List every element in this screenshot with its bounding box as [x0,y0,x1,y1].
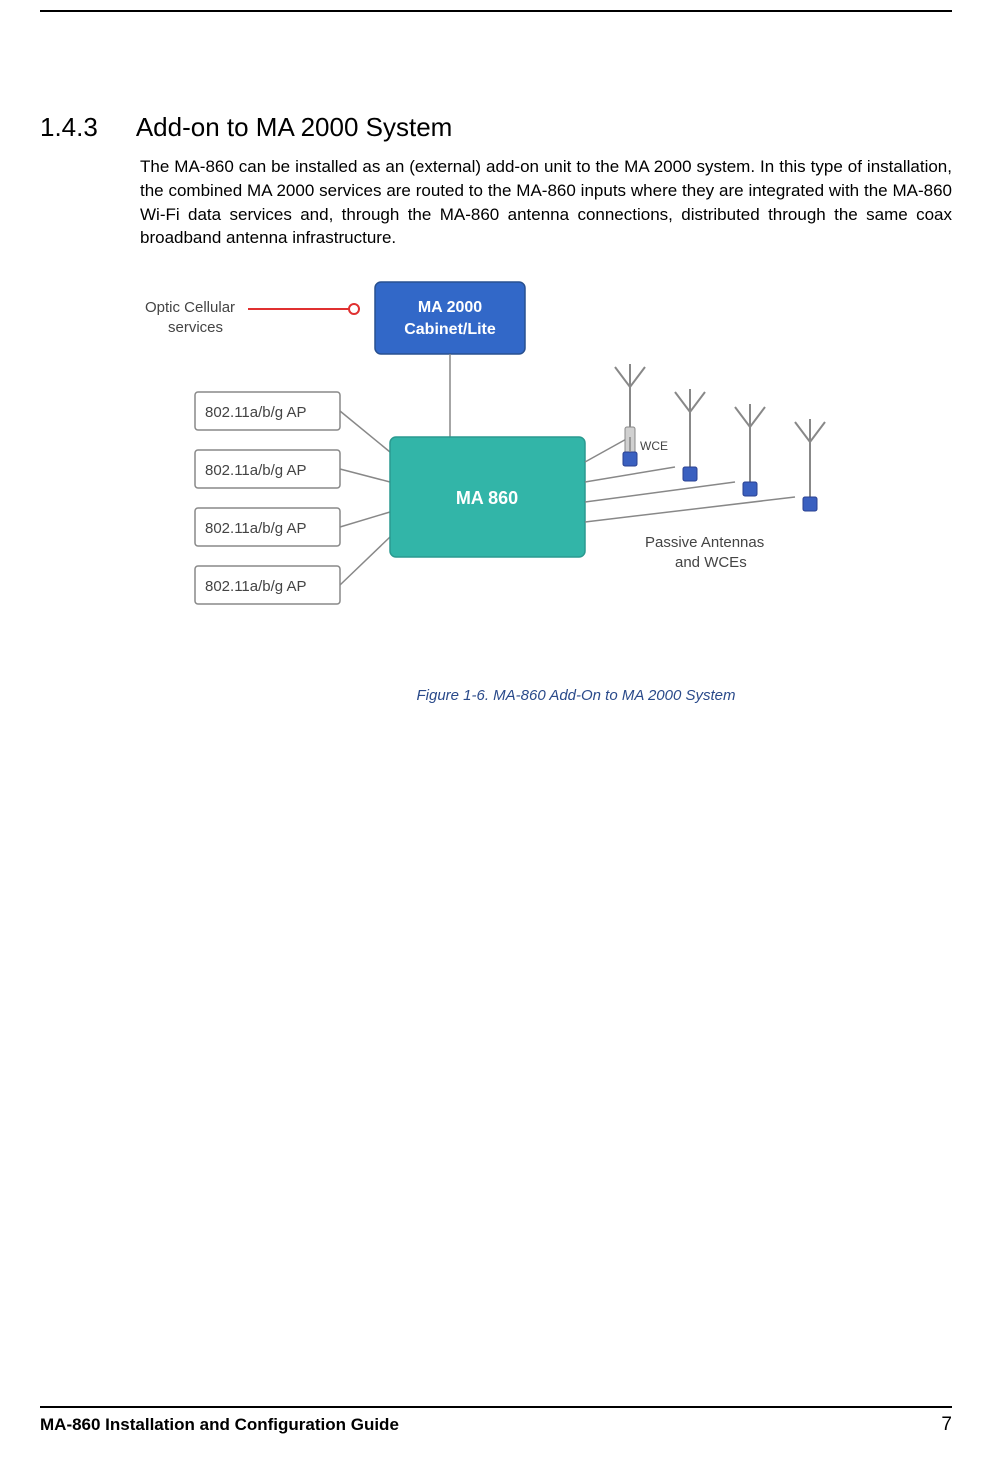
ma860-label: MA 860 [456,488,518,508]
optic-label-1: Optic Cellular [145,299,235,316]
figure-caption: Figure 1-6. MA-860 Add-On to MA 2000 Sys… [200,687,952,704]
cabinet-line1: MA 2000 [418,299,482,316]
header-rule: Introduction to the MA-860 System [40,10,952,12]
antenna-label-1: Passive Antennas [645,534,764,551]
optic-label-2: services [168,319,223,336]
footer-page-number: 7 [941,1414,952,1436]
footer-title: MA-860 Installation and Configuration Gu… [40,1415,399,1435]
figure-diagram: Optic Cellular services MA 2000 Cabinet/… [140,272,952,692]
ap-label-4: 802.11a/b/g AP [205,578,306,595]
section-title: Add-on to MA 2000 System [136,112,453,142]
header-title: Introduction to the MA-860 System [704,0,952,1]
antenna-label-2: and WCEs [675,554,747,571]
ap-group: 802.11a/b/g AP 802.11a/b/g AP 802.11a/b/… [195,392,390,604]
ma860-out-3 [585,482,735,502]
ap-label-3: 802.11a/b/g AP [205,520,306,537]
optic-connector-icon [349,304,359,314]
ap-label-1: 802.11a/b/g AP [205,404,306,421]
antenna-group: WCE [615,364,825,511]
ma860-out-4 [585,497,795,522]
cabinet-box [375,282,525,354]
section-number: 1.4.3 [40,112,98,143]
ap-label-2: 802.11a/b/g AP [205,462,306,479]
cabinet-line2: Cabinet/Lite [404,321,496,338]
section-paragraph: The MA-860 can be installed as an (exter… [140,155,952,250]
diagram-svg: Optic Cellular services MA 2000 Cabinet/… [140,272,900,672]
footer-rule [40,1406,952,1408]
footer: MA-860 Installation and Configuration Gu… [40,1406,952,1436]
section-heading: 1.4.3 Add-on to MA 2000 System [40,112,952,143]
ma860-out-2 [585,467,675,482]
wce-label: WCE [640,439,668,453]
